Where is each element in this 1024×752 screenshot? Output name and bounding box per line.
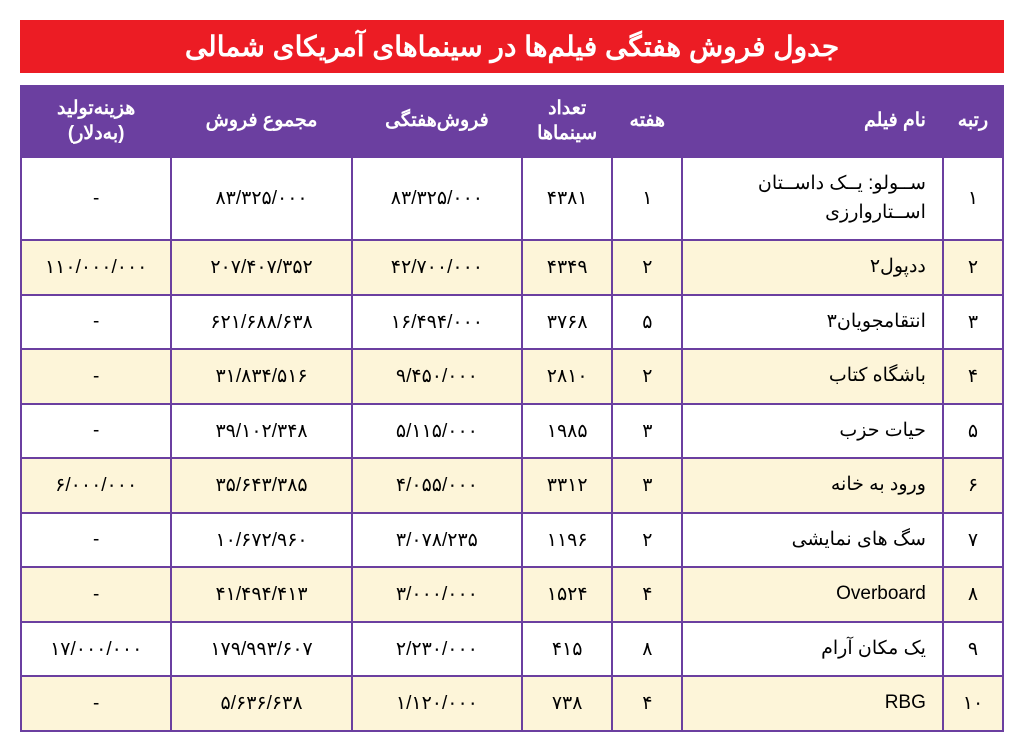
cell-budget: - xyxy=(21,295,171,350)
cell-week: ۳ xyxy=(612,404,682,459)
col-rank-header: رتبه xyxy=(943,86,1003,157)
cell-name: انتقامجویان۳ xyxy=(682,295,943,350)
cell-theaters: ۳۳۱۲ xyxy=(522,458,612,513)
cell-theaters: ۴۳۸۱ xyxy=(522,157,612,240)
cell-rank: ۳ xyxy=(943,295,1003,350)
cell-week: ۲ xyxy=(612,349,682,404)
cell-budget: - xyxy=(21,513,171,568)
cell-name: باشگاه کتاب xyxy=(682,349,943,404)
cell-weekly: ۱/۱۲۰/۰۰۰ xyxy=(352,676,522,731)
cell-weekly: ۱۶/۴۹۴/۰۰۰ xyxy=(352,295,522,350)
cell-week: ۴ xyxy=(612,567,682,622)
table-row: ۵ حیات حزب ۳ ۱۹۸۵ ۵/۱۱۵/۰۰۰ ۳۹/۱۰۲/۳۴۸ - xyxy=(21,404,1003,459)
col-theaters-header: تعداد سینماها xyxy=(522,86,612,157)
cell-total: ۶۲۱/۶۸۸/۶۳۸ xyxy=(171,295,351,350)
cell-theaters: ۳۷۶۸ xyxy=(522,295,612,350)
cell-weekly: ۴۲/۷۰۰/۰۰۰ xyxy=(352,240,522,295)
cell-name: یک مکان آرام xyxy=(682,622,943,677)
cell-total: ۳۹/۱۰۲/۳۴۸ xyxy=(171,404,351,459)
cell-rank: ۴ xyxy=(943,349,1003,404)
cell-week: ۱ xyxy=(612,157,682,240)
cell-name: ورود به خانه xyxy=(682,458,943,513)
table-row: ۴ باشگاه کتاب ۲ ۲۸۱۰ ۹/۴۵۰/۰۰۰ ۳۱/۸۳۴/۵۱… xyxy=(21,349,1003,404)
cell-name: سگ های نمایشی xyxy=(682,513,943,568)
cell-rank: ۱ xyxy=(943,157,1003,240)
cell-weekly: ۸۳/۳۲۵/۰۰۰ xyxy=(352,157,522,240)
cell-theaters: ۲۸۱۰ xyxy=(522,349,612,404)
table-row: ۹ یک مکان آرام ۸ ۴۱۵ ۲/۲۳۰/۰۰۰ ۱۷۹/۹۹۳/۶… xyxy=(21,622,1003,677)
cell-total: ۴۱/۴۹۴/۴۱۳ xyxy=(171,567,351,622)
cell-name: ددپول۲ xyxy=(682,240,943,295)
header-row: رتبه نام فیلم هفته تعداد سینماها فروش‌هف… xyxy=(21,86,1003,157)
table-row: ۱۰ RBG ۴ ۷۳۸ ۱/۱۲۰/۰۰۰ ۵/۶۳۶/۶۳۸ - xyxy=(21,676,1003,731)
table-row: ۷ سگ های نمایشی ۲ ۱۱۹۶ ۳/۰۷۸/۲۳۵ ۱۰/۶۷۲/… xyxy=(21,513,1003,568)
cell-week: ۸ xyxy=(612,622,682,677)
cell-rank: ۵ xyxy=(943,404,1003,459)
cell-weekly: ۹/۴۵۰/۰۰۰ xyxy=(352,349,522,404)
cell-weekly: ۴/۰۵۵/۰۰۰ xyxy=(352,458,522,513)
table-row: ۶ ورود به خانه ۳ ۳۳۱۲ ۴/۰۵۵/۰۰۰ ۳۵/۶۴۳/۳… xyxy=(21,458,1003,513)
cell-name: Overboard xyxy=(682,567,943,622)
col-week-header: هفته xyxy=(612,86,682,157)
cell-weekly: ۳/۰۷۸/۲۳۵ xyxy=(352,513,522,568)
cell-total: ۵/۶۳۶/۶۳۸ xyxy=(171,676,351,731)
cell-total: ۳۵/۶۴۳/۳۸۵ xyxy=(171,458,351,513)
cell-week: ۲ xyxy=(612,513,682,568)
table-body: ۱ ســولو: یــک داســتان اســتاروارزی ۱ ۴… xyxy=(21,157,1003,731)
cell-theaters: ۴۳۴۹ xyxy=(522,240,612,295)
cell-week: ۲ xyxy=(612,240,682,295)
cell-weekly: ۵/۱۱۵/۰۰۰ xyxy=(352,404,522,459)
table-row: ۸ Overboard ۴ ۱۵۲۴ ۳/۰۰۰/۰۰۰ ۴۱/۴۹۴/۴۱۳ … xyxy=(21,567,1003,622)
cell-total: ۱۰/۶۷۲/۹۶۰ xyxy=(171,513,351,568)
cell-budget: - xyxy=(21,404,171,459)
cell-name: ســولو: یــک داســتان اســتاروارزی xyxy=(682,157,943,240)
cell-rank: ۱۰ xyxy=(943,676,1003,731)
cell-weekly: ۲/۲۳۰/۰۰۰ xyxy=(352,622,522,677)
cell-budget: - xyxy=(21,676,171,731)
cell-theaters: ۱۵۲۴ xyxy=(522,567,612,622)
cell-total: ۳۱/۸۳۴/۵۱۶ xyxy=(171,349,351,404)
cell-theaters: ۱۹۸۵ xyxy=(522,404,612,459)
cell-budget: - xyxy=(21,157,171,240)
cell-week: ۴ xyxy=(612,676,682,731)
cell-week: ۳ xyxy=(612,458,682,513)
box-office-table: رتبه نام فیلم هفته تعداد سینماها فروش‌هف… xyxy=(20,85,1004,732)
cell-budget: ۶/۰۰۰/۰۰۰ xyxy=(21,458,171,513)
cell-budget: ۱۷/۰۰۰/۰۰۰ xyxy=(21,622,171,677)
col-total-header: مجموع فروش xyxy=(171,86,351,157)
col-name-header: نام فیلم xyxy=(682,86,943,157)
cell-total: ۲۰۷/۴۰۷/۳۵۲ xyxy=(171,240,351,295)
cell-rank: ۹ xyxy=(943,622,1003,677)
cell-total: ۱۷۹/۹۹۳/۶۰۷ xyxy=(171,622,351,677)
table-row: ۳ انتقامجویان۳ ۵ ۳۷۶۸ ۱۶/۴۹۴/۰۰۰ ۶۲۱/۶۸۸… xyxy=(21,295,1003,350)
cell-name: RBG xyxy=(682,676,943,731)
table-row: ۲ ددپول۲ ۲ ۴۳۴۹ ۴۲/۷۰۰/۰۰۰ ۲۰۷/۴۰۷/۳۵۲ ۱… xyxy=(21,240,1003,295)
table-title: جدول فروش هفتگی فیلم‌ها در سینماهای آمری… xyxy=(20,20,1004,73)
col-weekly-header: فروش‌هفتگی xyxy=(352,86,522,157)
cell-rank: ۸ xyxy=(943,567,1003,622)
table-row: ۱ ســولو: یــک داســتان اســتاروارزی ۱ ۴… xyxy=(21,157,1003,240)
cell-rank: ۷ xyxy=(943,513,1003,568)
cell-budget: - xyxy=(21,349,171,404)
cell-theaters: ۱۱۹۶ xyxy=(522,513,612,568)
cell-name: حیات حزب xyxy=(682,404,943,459)
cell-total: ۸۳/۳۲۵/۰۰۰ xyxy=(171,157,351,240)
col-budget-header: هزینه‌تولید (به‌دلار) xyxy=(21,86,171,157)
cell-budget: ۱۱۰/۰۰۰/۰۰۰ xyxy=(21,240,171,295)
cell-theaters: ۷۳۸ xyxy=(522,676,612,731)
cell-rank: ۶ xyxy=(943,458,1003,513)
cell-weekly: ۳/۰۰۰/۰۰۰ xyxy=(352,567,522,622)
cell-week: ۵ xyxy=(612,295,682,350)
cell-budget: - xyxy=(21,567,171,622)
cell-rank: ۲ xyxy=(943,240,1003,295)
cell-theaters: ۴۱۵ xyxy=(522,622,612,677)
